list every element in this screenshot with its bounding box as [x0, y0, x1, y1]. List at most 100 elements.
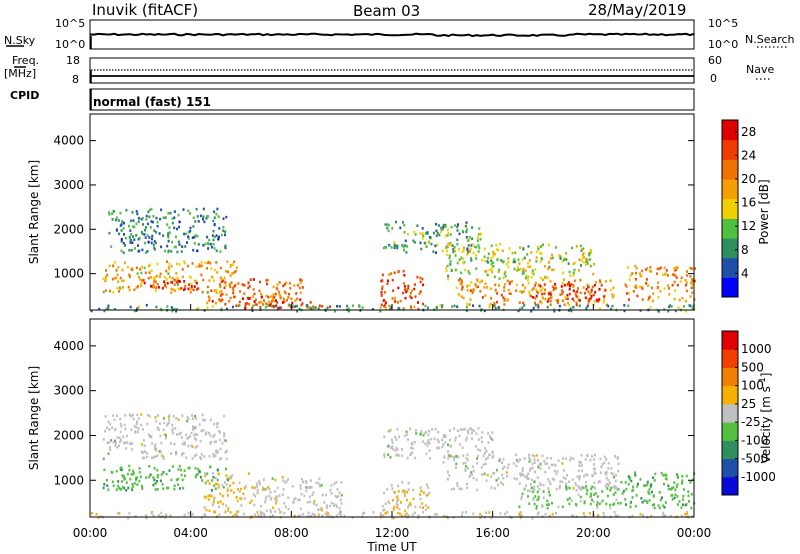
- scatter-cell: [599, 480, 602, 484]
- scatter-cell: [563, 283, 566, 287]
- scatter-cell: [166, 305, 169, 308]
- scatter-cell: [274, 496, 277, 500]
- scatter-cell: [288, 292, 291, 296]
- scatter-cell: [504, 512, 507, 516]
- scatter-cell: [130, 414, 133, 418]
- scatter-cell: [617, 514, 620, 518]
- scatter-cell: [165, 424, 168, 427]
- scatter-cell: [614, 491, 617, 494]
- scatter-cell: [438, 446, 441, 450]
- scatter-cell: [246, 302, 249, 305]
- scatter-cell: [682, 488, 685, 491]
- scatter-cell: [541, 505, 544, 508]
- scatter-cell: [224, 233, 226, 237]
- scatter-cell: [542, 243, 544, 247]
- scatter-cell: [575, 503, 578, 507]
- scatter-cell: [195, 438, 198, 441]
- scatter-cell: [227, 494, 229, 497]
- scatter-cell: [306, 501, 309, 504]
- scatter-cell: [209, 465, 212, 468]
- scatter-cell: [472, 288, 475, 291]
- scatter-cell: [521, 290, 523, 294]
- scatter-cell: [453, 427, 456, 430]
- scatter-cell: [585, 260, 588, 263]
- scatter-cell: [243, 512, 246, 516]
- colorbar-segment: [722, 198, 738, 219]
- scatter-cell: [296, 304, 299, 308]
- scatter-cell: [639, 309, 642, 312]
- scatter-cell: [446, 253, 449, 257]
- scatter-cell: [143, 281, 146, 285]
- scatter-cell: [259, 510, 262, 514]
- scatter-cell: [119, 430, 122, 434]
- scatter-cell: [571, 478, 574, 481]
- scatter-cell: [204, 418, 207, 422]
- scatter-cell: [383, 305, 386, 308]
- scatter-cell: [140, 218, 143, 221]
- scatter-cell: [503, 299, 506, 302]
- scatter-cell: [394, 435, 397, 439]
- scatter-cell: [235, 510, 238, 514]
- scatter-cell: [450, 488, 453, 491]
- scatter-cell: [223, 414, 226, 418]
- scatter-cell: [267, 485, 270, 489]
- scatter-cell: [117, 266, 120, 269]
- scatter-cell: [490, 259, 493, 263]
- scatter-cell: [237, 510, 240, 513]
- scatter-cell: [208, 509, 211, 513]
- scatter-cell: [497, 483, 500, 487]
- scatter-cell: [497, 284, 500, 287]
- scatter-cell: [480, 466, 483, 469]
- scatter-cell: [196, 234, 199, 238]
- scatter-cell: [294, 299, 297, 302]
- scatter-cell: [609, 481, 611, 485]
- scatter-cell: [146, 234, 149, 237]
- scatter-cell: [500, 259, 503, 262]
- scatter-cell: [686, 510, 689, 514]
- scatter-cell: [229, 484, 232, 488]
- x-tick-label: 00:00: [73, 526, 108, 540]
- scatter-cell: [609, 288, 612, 292]
- scatter-cell: [247, 281, 250, 285]
- scatter-cell: [173, 487, 176, 491]
- scatter-cell: [268, 494, 271, 498]
- scatter-cell: [238, 481, 241, 484]
- scatter-cell: [519, 307, 521, 311]
- scatter-cell: [455, 455, 458, 458]
- scatter-cell: [640, 285, 643, 289]
- scatter-cell: [588, 297, 591, 301]
- scatter-cell: [523, 475, 526, 478]
- scatter-cell: [483, 286, 486, 289]
- scatter-cell: [166, 223, 169, 226]
- scatter-cell: [228, 476, 231, 480]
- scatter-cell: [183, 260, 186, 264]
- scatter-cell: [439, 303, 442, 307]
- scatter-cell: [141, 248, 144, 252]
- scatter-cell: [206, 306, 209, 309]
- scatter-cell: [262, 488, 264, 491]
- scatter-cell: [222, 217, 225, 220]
- scatter-cell: [497, 270, 500, 274]
- scatter-cell: [551, 512, 554, 516]
- scatter-cell: [444, 440, 447, 444]
- scatter-cell: [682, 498, 685, 501]
- scatter-cell: [151, 456, 153, 460]
- scatter-cell: [206, 235, 209, 239]
- scatter-cell: [396, 244, 399, 248]
- scatter-cell: [681, 482, 683, 485]
- scatter-cell: [372, 511, 375, 514]
- scatter-cell: [103, 309, 106, 313]
- scatter-cell: [181, 442, 184, 446]
- scatter-cell: [139, 278, 142, 281]
- scatter-cell: [568, 497, 571, 500]
- scatter-cell: [249, 516, 252, 519]
- scatter-cell: [445, 269, 448, 272]
- scatter-cell: [508, 282, 511, 286]
- scatter-cell: [499, 242, 501, 246]
- scatter-cell: [478, 233, 481, 236]
- scatter-cell: [531, 466, 534, 470]
- scatter-cell: [589, 502, 592, 506]
- scatter-cell: [664, 473, 667, 477]
- scatter-cell: [243, 284, 246, 287]
- scatter-cell: [500, 481, 503, 484]
